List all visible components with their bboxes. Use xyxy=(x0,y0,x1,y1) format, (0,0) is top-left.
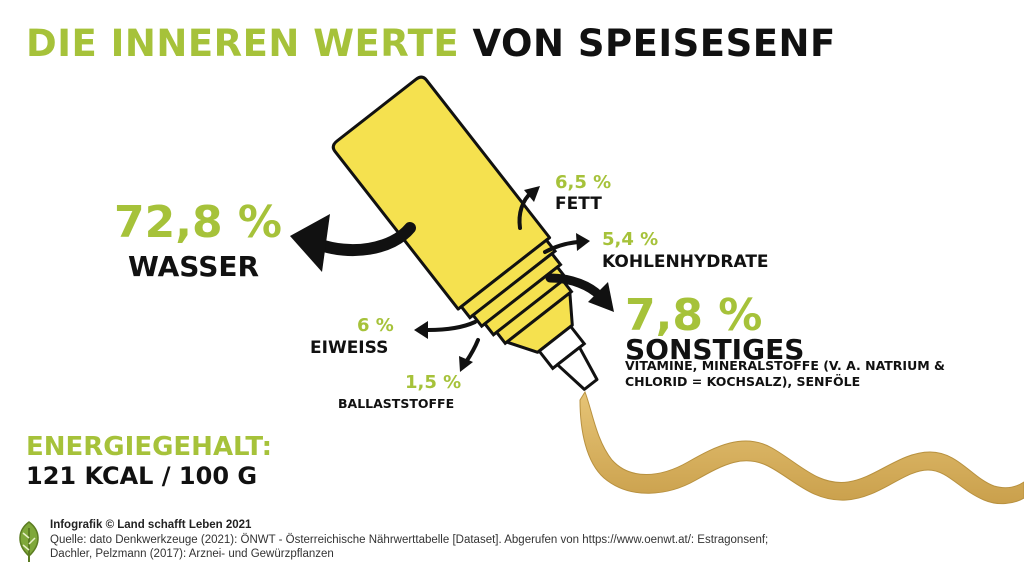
page-title: DIE INNEREN WERTE VON SPEISESENF xyxy=(26,22,836,65)
ballaststoffe-label: BALLASTSTOFFE xyxy=(338,396,455,411)
eiweiss-percent: 6 % xyxy=(357,315,394,336)
footer-source: Quelle: dato Denkwerkzeuge (2021): ÖNWT … xyxy=(50,534,769,560)
arrow-eiweiss-icon xyxy=(414,320,477,339)
arrow-fett-icon xyxy=(517,186,540,230)
energy-title: ENERGIEGEHALT: xyxy=(26,432,273,462)
mustard-stream-icon xyxy=(579,390,1024,505)
sonstiges-label: SONSTIGES xyxy=(625,333,805,366)
title-black: VON SPEISESENF xyxy=(472,22,836,65)
kohlenhydrate-percent: 5,4 % xyxy=(602,229,659,250)
arrow-kohlenhydrate-icon xyxy=(543,233,590,254)
title-green: DIE INNEREN WERTE xyxy=(26,22,460,65)
sonstiges-percent: 7,8 % xyxy=(625,290,763,341)
footer-credit: Infografik © Land schafft Leben 2021 xyxy=(50,519,252,531)
arrow-ballaststoffe-icon xyxy=(459,338,480,372)
arrow-wasser-icon xyxy=(290,214,416,272)
wasser-percent: 72,8 % xyxy=(114,197,282,248)
arrow-sonstiges-icon xyxy=(545,273,614,312)
fett-percent: 6,5 % xyxy=(555,172,612,193)
kohlenhydrate-label: KOHLENHYDRATE xyxy=(602,252,769,272)
mustard-bottle-icon xyxy=(331,75,599,391)
leaf-logo-icon xyxy=(19,521,39,562)
eiweiss-label: EIWEISS xyxy=(310,338,389,358)
sonstiges-description: VITAMINE, MINERALSTOFFE (V. A. NATRIUM &… xyxy=(625,358,945,389)
fett-label: FETT xyxy=(555,194,602,214)
ballaststoffe-percent: 1,5 % xyxy=(405,372,462,393)
wasser-label: WASSER xyxy=(128,250,260,283)
energy-value: 121 KCAL / 100 G xyxy=(26,462,258,490)
